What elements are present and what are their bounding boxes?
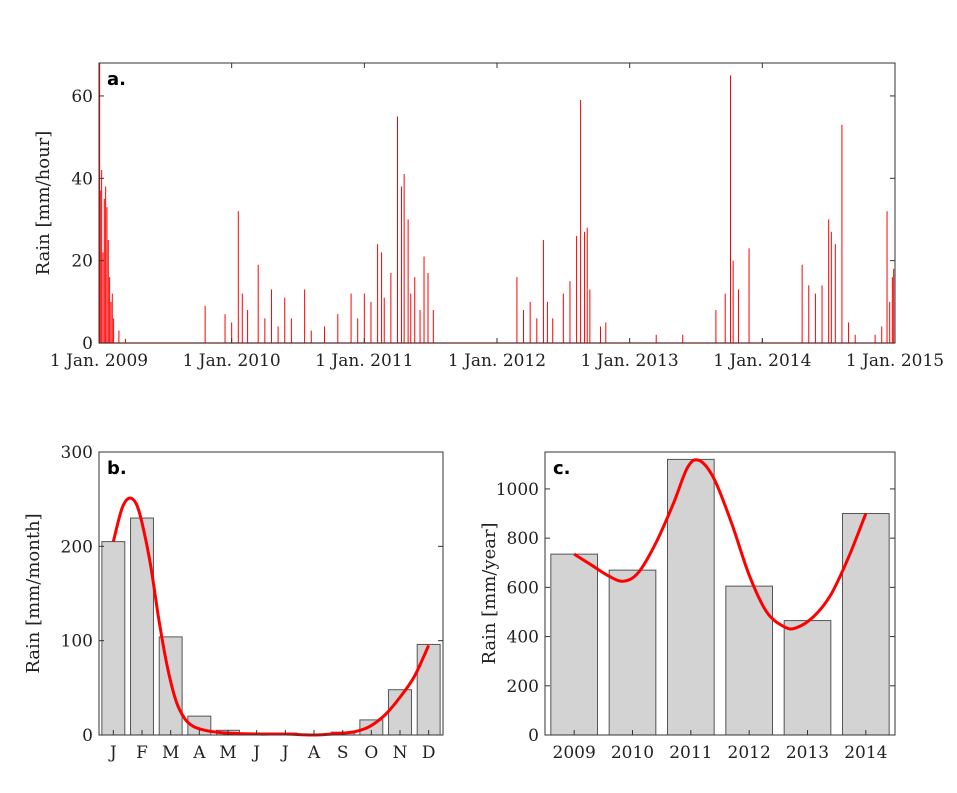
x-tick-label: A [192, 743, 206, 763]
plot-frame [98, 62, 896, 344]
x-tick-label: 1 Jan. 2011 [315, 351, 413, 371]
x-tick-label: 2009 [553, 743, 596, 763]
y-tick-label: 1000 [496, 480, 539, 500]
x-tick-label: 1 Jan. 2009 [50, 351, 148, 371]
fit-curve [573, 458, 868, 631]
y-tick-label: 300 [61, 443, 93, 463]
y-axis-title: Rain [mm/month] [23, 513, 44, 673]
y-tick-label: 200 [61, 537, 93, 557]
x-tick-label: 2013 [786, 743, 829, 763]
x-tick-label: A [307, 743, 321, 763]
x-tick-label: O [364, 743, 378, 763]
panel-a-rain-hourly: 0 20 40 60 Rain [mm/hour] a. 1 Jan. 2009 1 Jan.… [33, 62, 944, 371]
x-tick-label: 1 Jan. 2010 [183, 351, 281, 371]
y-axis-title: Rain [mm/hour] [33, 131, 54, 276]
y-tick-label: 20 [71, 252, 93, 272]
x-tick-label: M [162, 743, 179, 763]
fit-curve [111, 496, 431, 737]
bar-2010 [608, 569, 657, 736]
x-tick-label: D [422, 743, 436, 763]
y-tick-label: 0 [528, 726, 539, 746]
bar-2013 [783, 620, 832, 736]
x-tick-label: 2010 [611, 743, 654, 763]
x-tick-label: 1 Jan. 2014 [713, 351, 811, 371]
y-tick-label: 800 [507, 529, 539, 549]
x-tick-label: 1 Jan. 2015 [846, 351, 944, 371]
y-tick-label: 600 [507, 578, 539, 598]
x-tick-label: 1 Jan. 2013 [581, 351, 679, 371]
x-tick-label: F [136, 743, 148, 763]
x-tick-label: 1 Jan. 2012 [448, 351, 546, 371]
y-axis-title: Rain [mm/year] [479, 522, 500, 664]
y-tick-label: 100 [61, 632, 93, 652]
y-tick-label: 200 [507, 677, 539, 697]
y-tick-label: 400 [507, 628, 539, 648]
x-tick-label: S [337, 743, 349, 763]
y-tick-label: 0 [82, 726, 93, 746]
y-tick-label: 0 [82, 334, 93, 354]
x-tick-label: N [393, 743, 408, 763]
bar-2014 [842, 513, 890, 736]
x-tick-label: J [108, 743, 117, 763]
panel-c-rain-yearly: 0 200 400 600 800 1000 Rain [mm/year] c. 2009 201… [479, 451, 896, 763]
x-tick-label: 2011 [669, 743, 712, 763]
x-tick-label: 2012 [728, 743, 771, 763]
panel-label: b. [107, 458, 127, 479]
x-tick-label: J [280, 743, 289, 763]
x-tick-label: J [251, 743, 260, 763]
bar-D [416, 643, 441, 736]
panel-label: a. [107, 69, 126, 90]
bar-J [101, 541, 126, 736]
x-tick-label: 2014 [844, 743, 887, 763]
plot-frame [544, 451, 896, 736]
bar-2011 [667, 458, 715, 736]
y-tick-label: 40 [71, 169, 93, 189]
plot-frame [98, 451, 444, 736]
panel-label: c. [553, 458, 571, 479]
bar-F [130, 517, 154, 736]
x-tick-label: M [219, 743, 236, 763]
y-tick-label: 60 [71, 87, 93, 107]
bar-2009 [550, 553, 598, 736]
